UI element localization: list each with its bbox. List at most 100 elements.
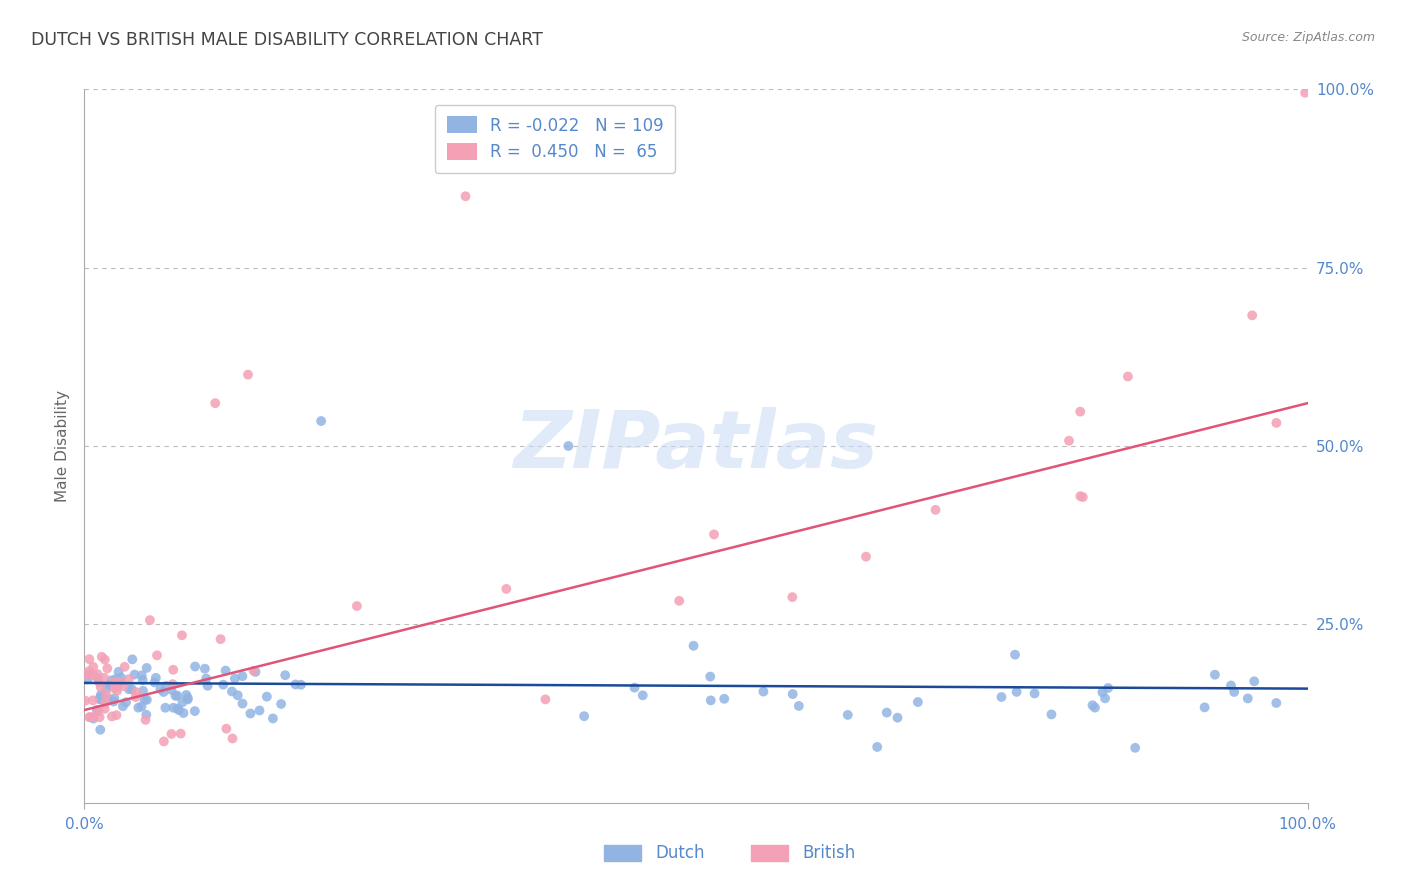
Point bbox=[699, 670, 721, 684]
Point bbox=[557, 439, 579, 453]
Point bbox=[82, 660, 104, 674]
Point bbox=[221, 731, 243, 746]
Text: ZIPatlas: ZIPatlas bbox=[513, 407, 879, 485]
Point bbox=[1097, 681, 1119, 695]
Point bbox=[146, 648, 169, 663]
Point bbox=[103, 675, 125, 690]
Point bbox=[76, 668, 98, 682]
Point bbox=[270, 697, 292, 711]
Point bbox=[226, 688, 249, 702]
Point bbox=[96, 688, 118, 702]
Point bbox=[855, 549, 877, 564]
Point bbox=[990, 690, 1012, 704]
Point bbox=[346, 599, 368, 613]
Point bbox=[682, 639, 704, 653]
Point bbox=[197, 679, 219, 693]
Point bbox=[866, 739, 889, 754]
Point bbox=[162, 677, 184, 691]
Point bbox=[155, 700, 177, 714]
Point bbox=[87, 671, 110, 685]
Point bbox=[454, 189, 477, 203]
Point bbox=[108, 674, 131, 689]
Point bbox=[1123, 740, 1146, 755]
Point bbox=[1241, 309, 1264, 323]
Point bbox=[143, 675, 166, 690]
Point bbox=[152, 685, 174, 699]
Point bbox=[135, 707, 157, 722]
Point bbox=[79, 710, 101, 724]
Point bbox=[1265, 416, 1288, 430]
Point bbox=[236, 368, 259, 382]
Point bbox=[79, 652, 101, 666]
Point bbox=[160, 727, 183, 741]
Point bbox=[82, 693, 104, 707]
Point bbox=[121, 652, 143, 666]
Point bbox=[103, 694, 125, 708]
Point bbox=[534, 692, 557, 706]
Point bbox=[1071, 490, 1094, 504]
Legend: R = -0.022   N = 109, R =  0.450   N =  65: R = -0.022 N = 109, R = 0.450 N = 65 bbox=[434, 104, 675, 173]
Point bbox=[1223, 685, 1246, 699]
Point bbox=[886, 711, 908, 725]
Point bbox=[118, 672, 141, 686]
Point bbox=[124, 667, 146, 681]
Point bbox=[1194, 700, 1216, 714]
Point bbox=[284, 677, 307, 691]
Text: DUTCH VS BRITISH MALE DISABILITY CORRELATION CHART: DUTCH VS BRITISH MALE DISABILITY CORRELA… bbox=[31, 31, 543, 49]
Point bbox=[145, 671, 167, 685]
Point bbox=[1116, 369, 1139, 384]
Point bbox=[97, 692, 120, 706]
Point bbox=[131, 668, 153, 682]
Point bbox=[700, 693, 723, 707]
Point bbox=[86, 703, 108, 717]
Point bbox=[170, 628, 193, 642]
Point bbox=[1236, 691, 1258, 706]
Y-axis label: Male Disability: Male Disability bbox=[55, 390, 70, 502]
Point bbox=[105, 708, 128, 723]
Point bbox=[111, 699, 134, 714]
Point bbox=[98, 678, 121, 692]
Point bbox=[1069, 404, 1091, 418]
Point bbox=[77, 664, 100, 678]
Point bbox=[1204, 667, 1226, 681]
Point bbox=[172, 695, 194, 709]
Point bbox=[214, 664, 236, 678]
Text: Dutch: Dutch bbox=[655, 844, 704, 862]
Point bbox=[89, 710, 111, 724]
Point bbox=[1081, 698, 1104, 713]
Point bbox=[90, 680, 112, 694]
Bar bbox=[751, 845, 787, 861]
Point bbox=[127, 700, 149, 714]
Point bbox=[194, 662, 217, 676]
Point bbox=[242, 664, 264, 678]
Point bbox=[139, 613, 162, 627]
Point bbox=[110, 671, 132, 685]
Point bbox=[77, 667, 100, 681]
Point bbox=[782, 687, 804, 701]
Point bbox=[245, 665, 267, 679]
Point bbox=[131, 699, 153, 714]
Point bbox=[1294, 86, 1316, 100]
Point bbox=[209, 632, 232, 647]
Point bbox=[87, 705, 110, 719]
Point bbox=[86, 667, 108, 681]
Point bbox=[132, 683, 155, 698]
Point bbox=[631, 689, 654, 703]
Point bbox=[76, 673, 98, 687]
Point bbox=[94, 696, 117, 710]
Point bbox=[249, 703, 271, 717]
Point bbox=[184, 704, 207, 718]
Point bbox=[94, 652, 117, 666]
Point bbox=[89, 692, 111, 706]
Point bbox=[135, 693, 157, 707]
Point bbox=[155, 679, 177, 693]
Point bbox=[121, 682, 143, 697]
Point bbox=[177, 690, 200, 705]
Point bbox=[713, 691, 735, 706]
Point bbox=[787, 698, 810, 713]
Point bbox=[131, 673, 153, 688]
Point bbox=[162, 700, 184, 714]
Point bbox=[96, 681, 118, 696]
Point bbox=[752, 684, 775, 698]
Point bbox=[572, 709, 595, 723]
